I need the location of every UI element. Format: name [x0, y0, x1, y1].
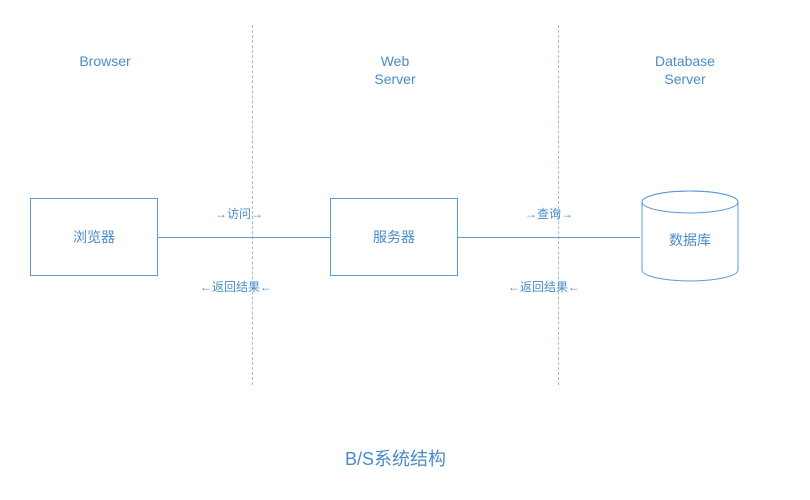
- edge-text: 返回结果: [212, 280, 260, 294]
- node-server: 服务器: [330, 198, 458, 276]
- arrow-left-icon: ←: [200, 280, 212, 294]
- section-label-text: Browser: [79, 53, 130, 69]
- arrow-right-icon: →: [215, 207, 227, 221]
- edge-label-return-2: ←返回结果←: [508, 278, 580, 295]
- section-label-web-server: WebServer: [355, 52, 435, 88]
- node-label: 数据库: [640, 230, 740, 250]
- edge-label-query: →查询→: [525, 205, 573, 222]
- edge-label-access: →访问→: [215, 205, 263, 222]
- arrow-right-icon: →: [561, 207, 573, 221]
- arrow-left-icon: ←: [508, 280, 520, 294]
- section-label-browser: Browser: [65, 52, 145, 70]
- caption-text: B/S系统结构: [345, 449, 446, 469]
- arrow-left-icon: ←: [260, 280, 272, 294]
- node-label: 服务器: [373, 227, 415, 247]
- edge-label-return-1: ←返回结果←: [200, 278, 272, 295]
- node-browser: 浏览器: [30, 198, 158, 276]
- edge-text: 返回结果: [520, 280, 568, 294]
- diagram-caption: B/S系统结构: [345, 445, 446, 471]
- arrow-right-icon: →: [525, 207, 537, 221]
- node-database: 数据库: [640, 190, 740, 282]
- node-label: 浏览器: [73, 227, 115, 247]
- section-label-text: WebServer: [374, 53, 415, 87]
- connector-browser-server: [158, 237, 330, 238]
- connector-server-database: [458, 237, 640, 238]
- arrow-left-icon: ←: [568, 280, 580, 294]
- edge-text: 访问: [227, 207, 251, 221]
- section-label-text: DatabaseServer: [655, 53, 715, 87]
- edge-text: 查询: [537, 207, 561, 221]
- section-label-database-server: DatabaseServer: [645, 52, 725, 88]
- arrow-right-icon: →: [251, 207, 263, 221]
